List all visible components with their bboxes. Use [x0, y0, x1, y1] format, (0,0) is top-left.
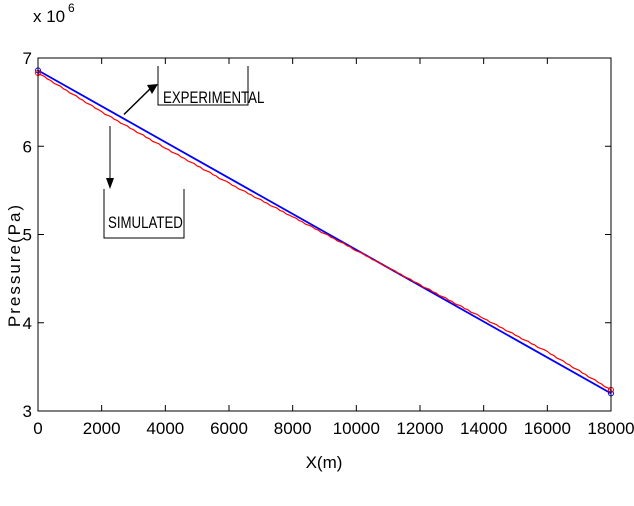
x-tick-label: 18000: [587, 419, 634, 438]
x-tick-label: 6000: [210, 419, 248, 438]
annotations: EXPERIMENTAL SIMULATED: [103, 66, 264, 239]
experimental-arrowhead: [147, 84, 158, 94]
x-tick-label: 0: [33, 419, 42, 438]
y-exponent-label: 6: [68, 1, 75, 15]
x-tick-label: 16000: [524, 419, 571, 438]
experimental-box: [157, 66, 249, 106]
y-tick-label: 3: [23, 402, 32, 421]
plot-frame: [37, 57, 612, 412]
x-tick-label: 8000: [274, 419, 312, 438]
x-tick-labels: 0 2000 4000 6000 8000 10000 12000 14000 16000 180…: [33, 419, 634, 438]
x-tick-label: 2000: [83, 419, 121, 438]
y-tick-label: 5: [23, 226, 32, 245]
y-tick-labels: 3 4 5 6 7: [23, 49, 32, 421]
series-line-red: [37, 72, 612, 391]
y-axis-label: Pressure(Pa): [5, 203, 24, 327]
simulated-box: [103, 189, 185, 239]
y-multiplier-label: x 10: [33, 7, 65, 26]
simulated-label: SIMULATED: [108, 214, 183, 233]
y-tick-label: 6: [23, 137, 32, 156]
x-tick-label: 14000: [460, 419, 507, 438]
experimental-label: EXPERIMENTAL: [163, 89, 264, 108]
plot-area: [38, 58, 611, 411]
y-tick-label: 7: [23, 49, 32, 68]
experimental-arrow-line: [123, 86, 153, 116]
x-axis-label: X(m): [306, 453, 343, 472]
y-tick-label: 4: [23, 314, 32, 333]
x-tick-label: 10000: [333, 419, 380, 438]
simulated-arrowhead: [106, 178, 114, 189]
x-tick-label: 12000: [396, 419, 443, 438]
series-line-blue: [37, 69, 612, 395]
x-tick-label: 4000: [146, 419, 184, 438]
